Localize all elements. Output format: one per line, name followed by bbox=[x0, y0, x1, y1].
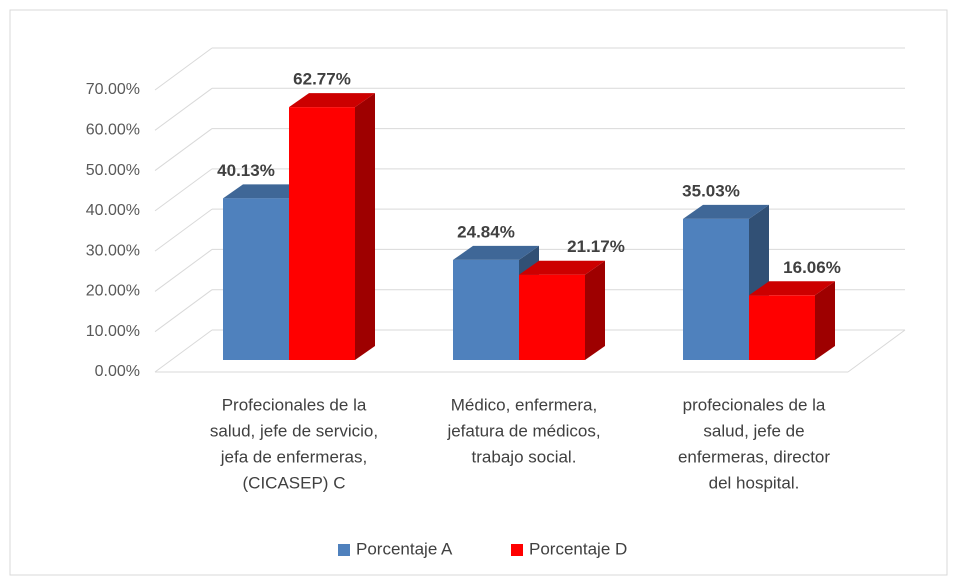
bar-top bbox=[749, 281, 835, 296]
x-tick-label: del hospital. bbox=[709, 473, 800, 492]
bar-top bbox=[453, 245, 539, 260]
bar bbox=[223, 198, 289, 360]
bar-top bbox=[289, 93, 375, 108]
legend-swatch bbox=[511, 544, 523, 556]
legend-label: Porcentaje D bbox=[529, 539, 627, 558]
bar-side bbox=[815, 281, 835, 360]
x-tick-label: trabajo social. bbox=[472, 447, 577, 466]
x-tick-label: Médico, enfermera, bbox=[451, 395, 597, 414]
bar-top bbox=[519, 260, 605, 275]
grid-line bbox=[154, 289, 213, 333]
data-label: 40.13% bbox=[217, 161, 275, 180]
data-label: 62.77% bbox=[293, 70, 351, 89]
x-tick-label: (CICASEP) C bbox=[243, 473, 346, 492]
grid-line bbox=[154, 87, 213, 131]
y-tick-label: 50.00% bbox=[86, 162, 140, 179]
y-tick-label: 0.00% bbox=[95, 363, 140, 380]
x-tick-label: jefatura de médicos, bbox=[446, 421, 600, 440]
x-tick-label: jefa de enfermeras, bbox=[220, 447, 367, 466]
y-tick-label: 40.00% bbox=[86, 202, 140, 219]
bar-top bbox=[223, 184, 309, 199]
bar-side bbox=[585, 260, 605, 360]
y-tick-label: 10.00% bbox=[86, 323, 140, 340]
bar bbox=[749, 295, 815, 360]
floor-edge bbox=[847, 329, 906, 373]
y-tick-label: 60.00% bbox=[86, 122, 140, 139]
x-tick-label: salud, jefe de bbox=[703, 421, 804, 440]
y-tick-label: 30.00% bbox=[86, 242, 140, 259]
x-tick-label: Profecionales de la bbox=[222, 395, 367, 414]
data-label: 16.06% bbox=[783, 258, 841, 277]
bar bbox=[453, 259, 519, 360]
bar-side bbox=[355, 93, 375, 360]
grid-line bbox=[154, 329, 213, 373]
grid-line bbox=[154, 47, 213, 91]
x-tick-label: profecionales de la bbox=[683, 395, 826, 414]
grid-line bbox=[154, 128, 213, 171]
grid-line bbox=[154, 168, 213, 212]
legend-swatch bbox=[338, 544, 350, 556]
y-tick-label: 70.00% bbox=[86, 81, 140, 98]
bar-top bbox=[683, 204, 769, 219]
legend-label: Porcentaje A bbox=[356, 539, 453, 558]
bar bbox=[289, 107, 355, 360]
bar bbox=[519, 274, 585, 360]
data-label: 21.17% bbox=[567, 237, 625, 256]
data-label: 24.84% bbox=[457, 222, 515, 241]
grid-line bbox=[154, 208, 213, 252]
x-tick-label: enfermeras, director bbox=[678, 447, 830, 466]
grid-line bbox=[154, 249, 213, 292]
y-tick-label: 20.00% bbox=[86, 283, 140, 300]
bar bbox=[683, 218, 749, 360]
data-label: 35.03% bbox=[682, 181, 740, 200]
x-tick-label: salud, jefe de servicio, bbox=[210, 421, 378, 440]
